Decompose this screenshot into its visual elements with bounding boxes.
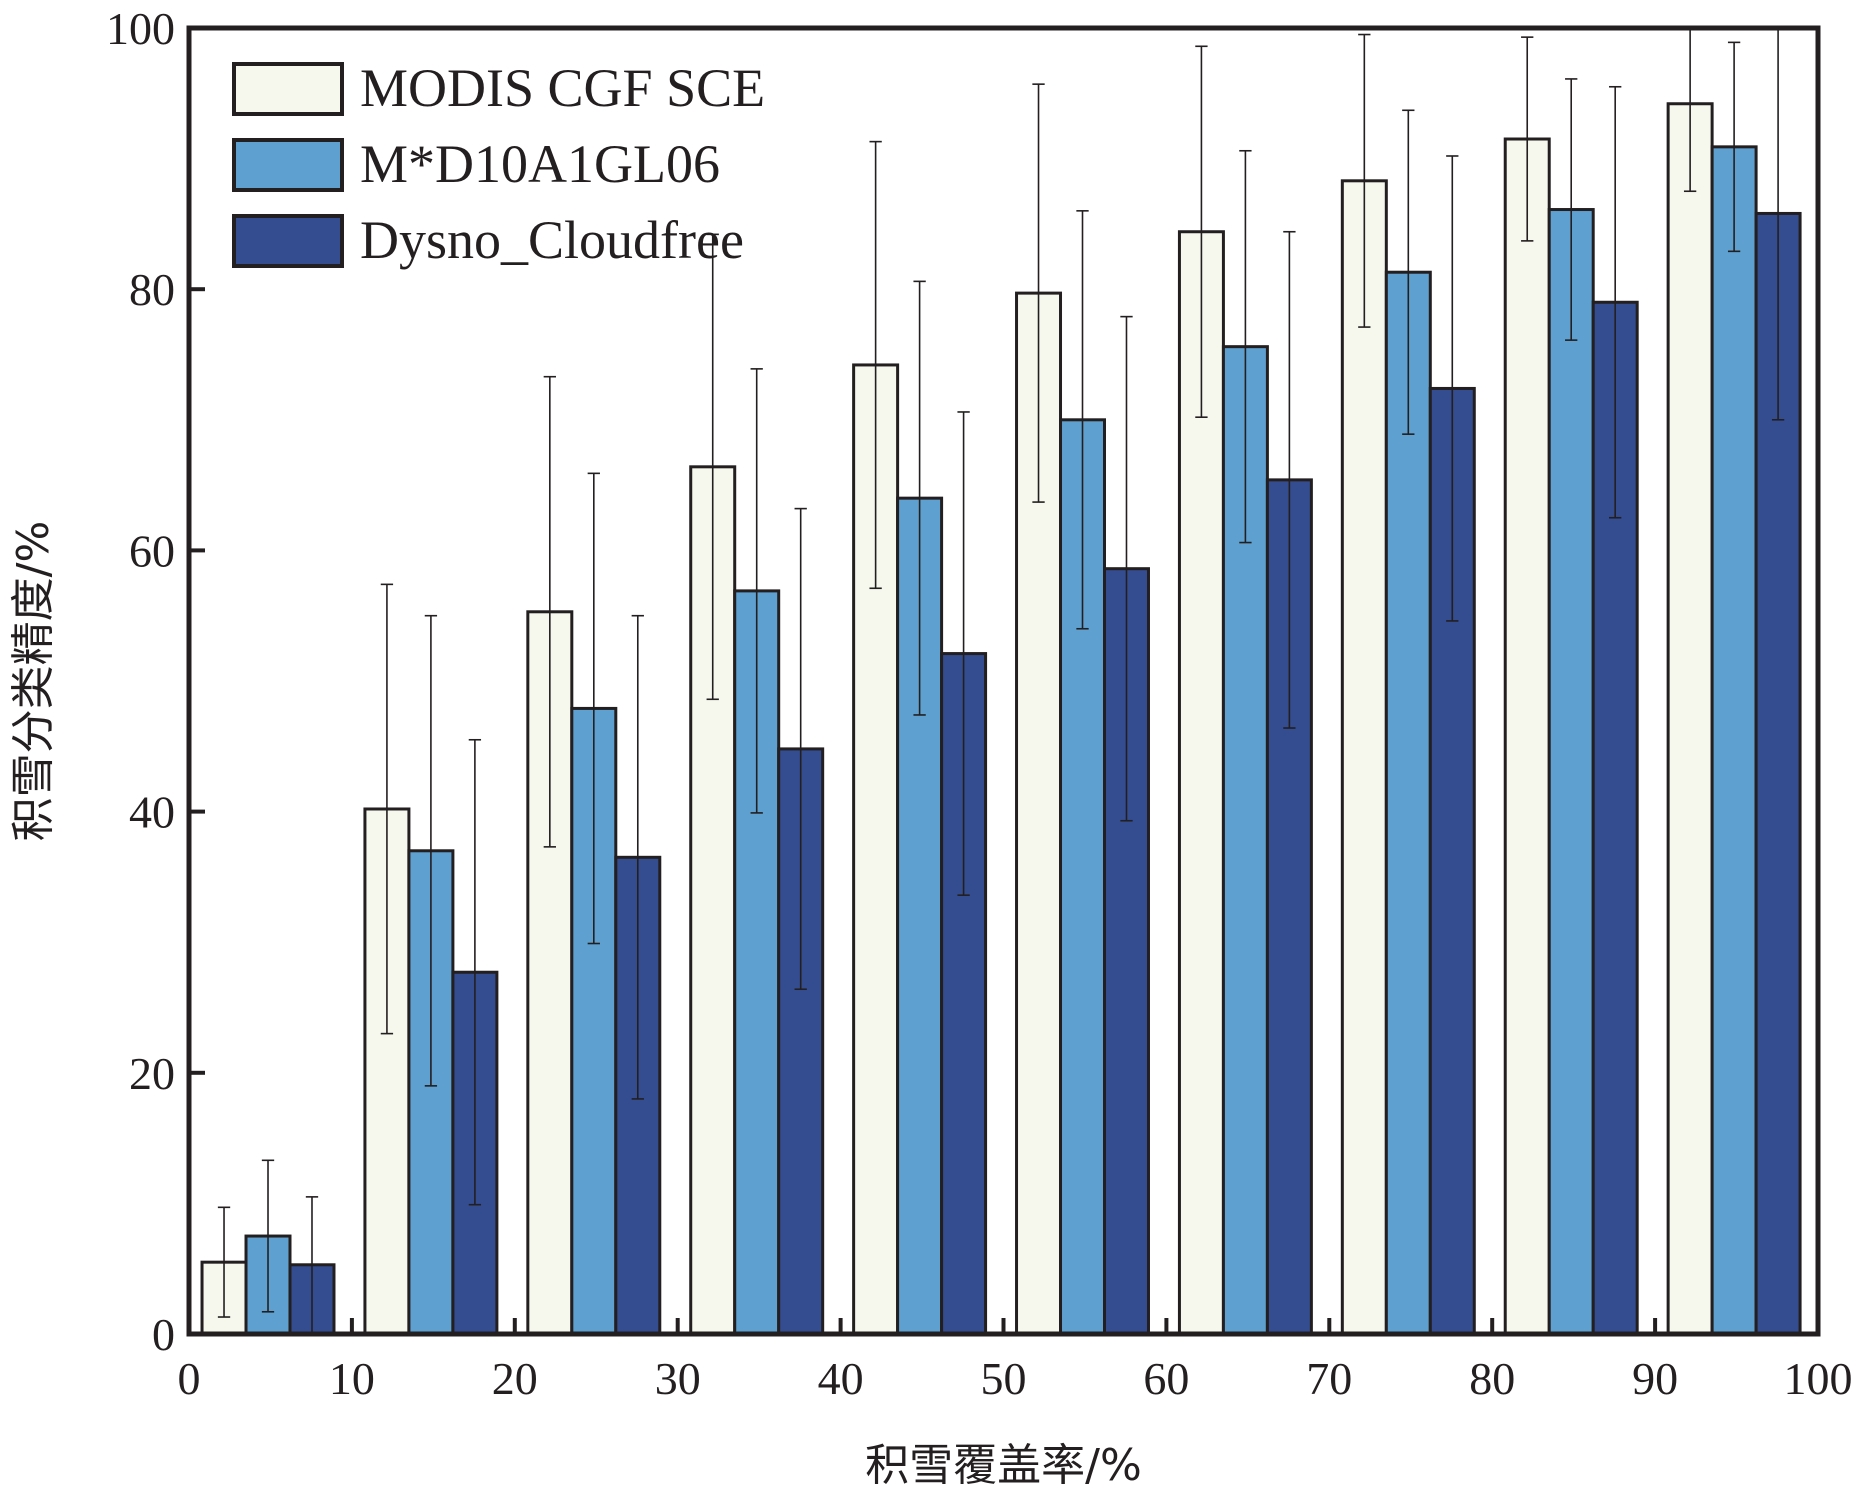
ticks-layer: [187, 26, 1820, 1336]
bar-series1-bin9: [1710, 145, 1758, 1336]
x-tick-label: 30: [655, 1353, 701, 1404]
y-tick-label: 60: [129, 525, 175, 576]
x-tick-label: 40: [818, 1353, 864, 1404]
x-tick-label: 0: [178, 1353, 201, 1404]
legend-label-md10a1gl06: M*D10A1GL06: [360, 134, 720, 194]
x-axis-title: 积雪覆盖率/%: [865, 1440, 1142, 1491]
x-tick-label: 20: [492, 1353, 538, 1404]
bars-layer: [200, 102, 1802, 1336]
y-tick-label: 40: [129, 787, 175, 838]
tick-labels-layer: 0 10 20 30 40 50 60 70 80 90 100 0 20 40 60 80 100: [106, 3, 1853, 1404]
legend-swatch-modis-cgf-sce: [232, 62, 344, 116]
legend-label-dysno-cloudfree: Dysno_Cloudfree: [360, 210, 744, 270]
y-tick-label: 0: [152, 1309, 175, 1360]
y-tick-label: 80: [129, 264, 175, 315]
x-tick-label: 50: [981, 1353, 1027, 1404]
x-tick-label: 90: [1632, 1353, 1678, 1404]
legend-swatch-dysno-cloudfree: [232, 214, 344, 268]
legend: MODIS CGF SCE M*D10A1GL06 Dysno_Cloudfre…: [232, 58, 765, 270]
y-tick-label: 100: [106, 3, 175, 54]
bar-series0-bin7: [1340, 179, 1388, 1336]
x-tick-label: 100: [1784, 1353, 1853, 1404]
y-axis-title: 积雪分类精度/%: [8, 521, 59, 842]
y-tick-label: 20: [129, 1048, 175, 1099]
bar-series0-bin9: [1666, 102, 1714, 1336]
error-bars-layer: [217, 28, 1785, 1334]
x-tick-label: 60: [1143, 1353, 1189, 1404]
legend-label-modis-cgf-sce: MODIS CGF SCE: [360, 58, 765, 118]
bar-series0-bin8: [1503, 137, 1551, 1336]
x-tick-label: 80: [1469, 1353, 1515, 1404]
x-tick-label: 70: [1306, 1353, 1352, 1404]
x-tick-label: 10: [329, 1353, 375, 1404]
legend-swatch-md10a1gl06: [232, 138, 344, 192]
bar-series1-bin8: [1547, 208, 1595, 1336]
